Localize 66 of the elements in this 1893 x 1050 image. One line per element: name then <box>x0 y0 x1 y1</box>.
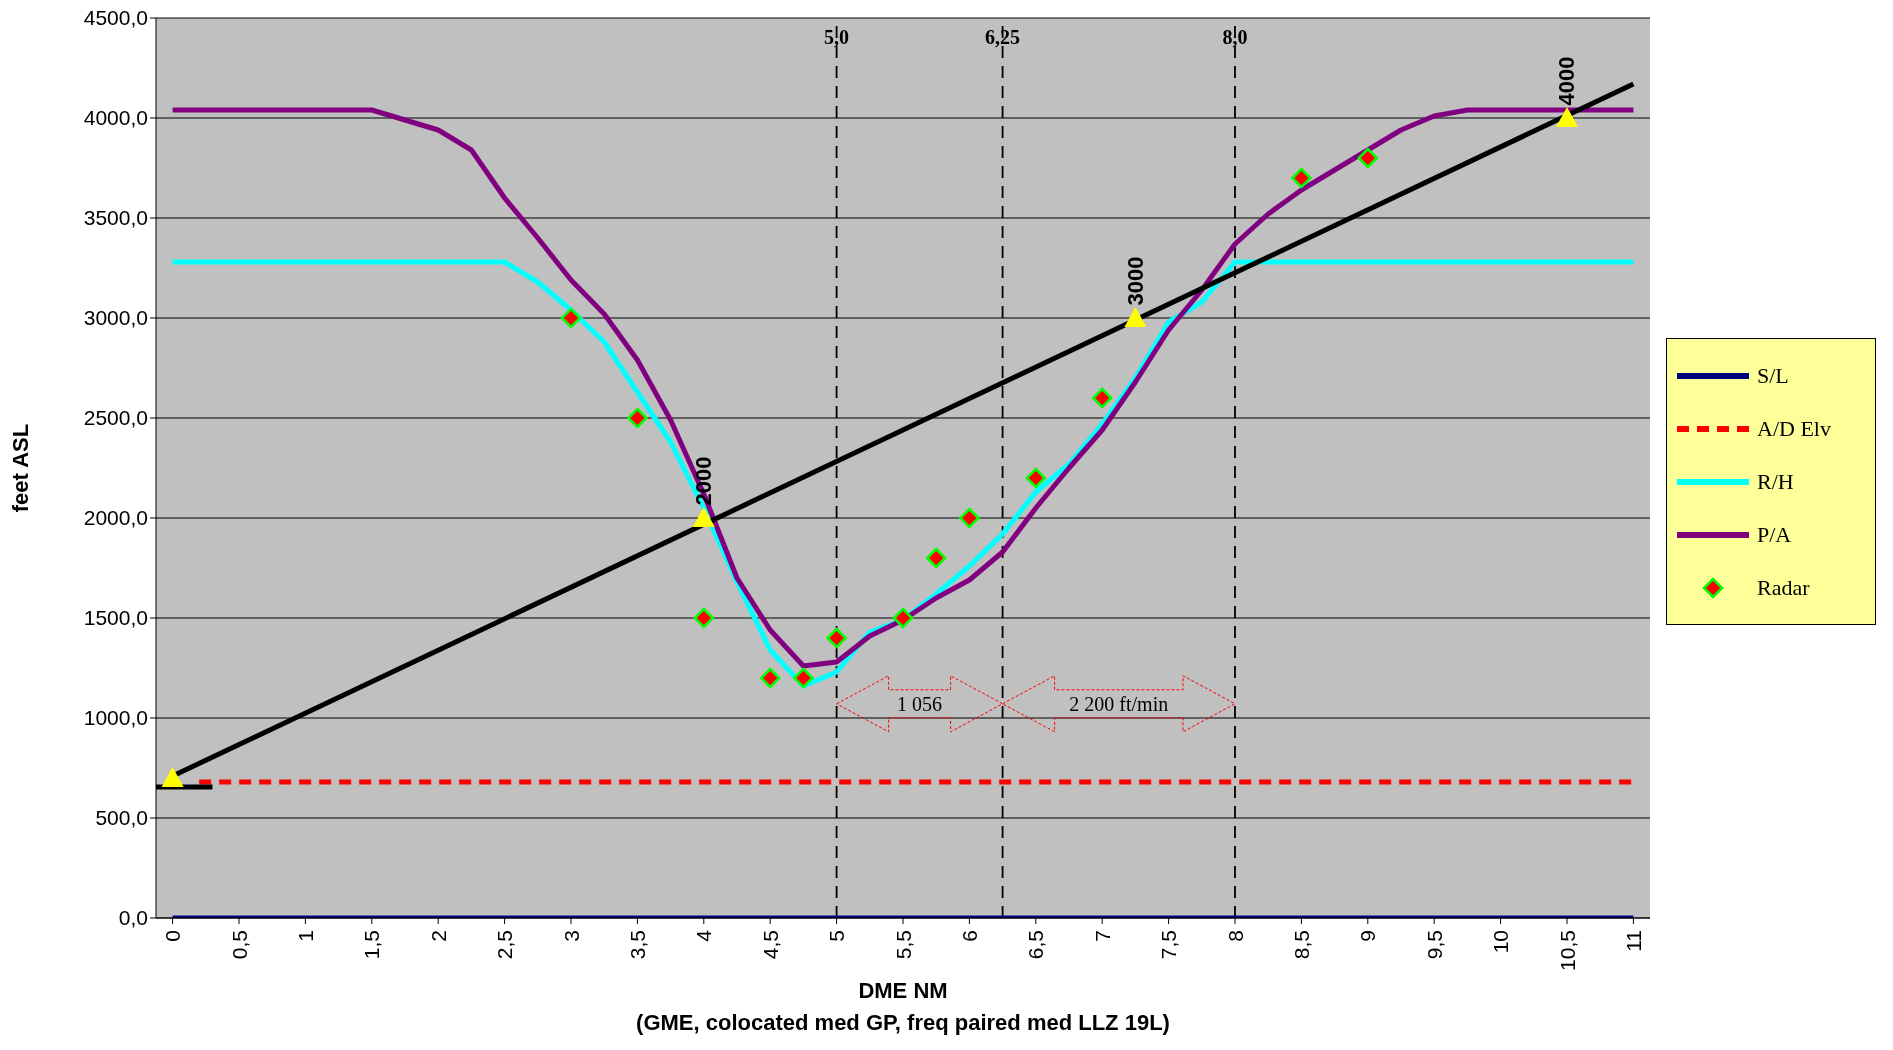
x-tick-label: 3,5 <box>625 930 649 960</box>
x-tick-label: 6 <box>957 930 981 942</box>
point <box>692 507 715 527</box>
legend-label: Radar <box>1757 574 1810 601</box>
x-tick-label: 9 <box>1356 930 1380 942</box>
x-tick-label: 9,5 <box>1422 930 1446 960</box>
legend-label: R/H <box>1757 468 1794 495</box>
x-tick-label: 8,5 <box>1289 930 1313 960</box>
x-tick-label: 10,5 <box>1555 930 1579 971</box>
point <box>826 627 847 649</box>
y-axis-title: feet ASL <box>7 423 33 513</box>
ref-line-label: 6,25 <box>985 26 1021 48</box>
point <box>560 307 582 329</box>
y-tick-label: 3000,0 <box>83 306 148 330</box>
x-tick-label: 2,5 <box>493 930 517 960</box>
data-label: 4000 <box>1554 56 1580 106</box>
point <box>1556 107 1578 127</box>
y-tick-label: 1500,0 <box>83 606 148 630</box>
x-tick-label: 4 <box>692 929 716 942</box>
point <box>1291 167 1312 189</box>
x-tick-label: 1 <box>293 930 317 942</box>
point <box>925 547 947 569</box>
x-tick-label: 3 <box>559 930 583 942</box>
x-tick-label: 10 <box>1489 930 1513 954</box>
point <box>793 667 814 689</box>
y-tick-label: 1000,0 <box>83 706 148 730</box>
x-tick-label: 5 <box>825 930 849 942</box>
y-tick-label: 500,0 <box>95 806 148 830</box>
x-tick-label: 2 <box>426 930 450 942</box>
x-tick-label: 8 <box>1223 930 1247 942</box>
ref-line-label: 8,0 <box>1222 26 1248 48</box>
data-label: 3000 <box>1122 256 1148 306</box>
data-label: 2000 <box>691 456 717 506</box>
legend-label: P/A <box>1757 521 1792 548</box>
x-tick-label: 0 <box>161 930 185 942</box>
ref-line-label: 5,0 <box>824 26 850 48</box>
x-tick-label: 11 <box>1621 930 1645 952</box>
x-tick-label: 5,5 <box>891 930 915 960</box>
point <box>1124 307 1147 327</box>
y-tick-label: 0,0 <box>118 906 148 930</box>
point <box>892 607 914 629</box>
point <box>1357 147 1379 169</box>
x-tick-label: 4,5 <box>758 930 782 960</box>
y-tick-label: 4000,0 <box>83 106 148 130</box>
y-tick-label: 2000,0 <box>83 506 148 530</box>
x-tick-label: 7,5 <box>1157 930 1181 960</box>
x-axis-title: DME NM <box>857 978 949 1004</box>
x-tick-label: 7 <box>1090 930 1114 942</box>
point <box>161 767 184 787</box>
annotation: 2 200 ft/min <box>1069 692 1169 715</box>
x-tick-label: 1,5 <box>360 930 384 960</box>
legend-label: S/L <box>1757 362 1789 389</box>
point <box>759 667 781 689</box>
x-tick-label: 6,5 <box>1024 930 1048 960</box>
annotation: 1 056 <box>897 692 943 715</box>
x-tick-label: 0,5 <box>227 930 251 960</box>
point <box>1091 387 1113 409</box>
point <box>627 407 648 429</box>
legend-label: A/D Elv <box>1757 415 1831 442</box>
y-tick-label: 3500,0 <box>83 206 148 230</box>
point <box>1025 467 1047 489</box>
text: (GME, colocated med GP, freq paired med LLZ 19L) <box>635 1010 1171 1036</box>
point <box>693 607 715 629</box>
y-tick-label: 4500,0 <box>83 6 148 30</box>
y-tick-label: 2500,0 <box>83 406 148 430</box>
point <box>959 507 980 529</box>
